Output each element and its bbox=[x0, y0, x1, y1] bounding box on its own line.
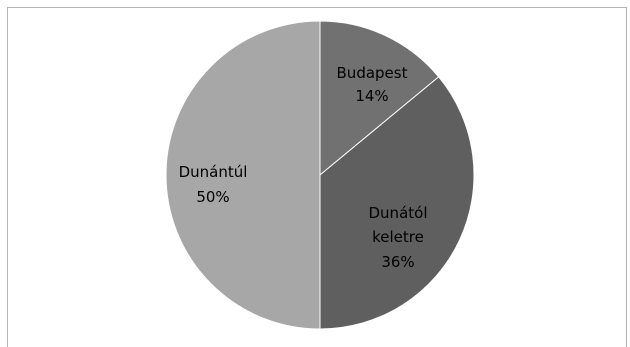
pie-chart: Budapest 14% Dunától keletre 36% Dunántú… bbox=[165, 20, 475, 330]
pie-slice-budapest bbox=[319, 20, 440, 177]
pie-slice-dun-nt-l bbox=[165, 20, 321, 330]
slice-value-dunatol-keletre: 36% bbox=[381, 253, 414, 271]
slice-label-dunatol-keletre-line1: Dunától bbox=[369, 204, 428, 222]
pie-slice-dun-t-l-keletre bbox=[319, 76, 475, 330]
slice-value-dunantul: 50% bbox=[196, 188, 229, 206]
chart-frame bbox=[7, 7, 627, 347]
slice-label-budapest: Budapest bbox=[337, 64, 408, 82]
slice-label-dunantul: Dunántúl bbox=[179, 163, 248, 181]
slice-label-dunatol-keletre-line2: keletre bbox=[372, 228, 424, 246]
slice-value-budapest: 14% bbox=[355, 87, 388, 105]
